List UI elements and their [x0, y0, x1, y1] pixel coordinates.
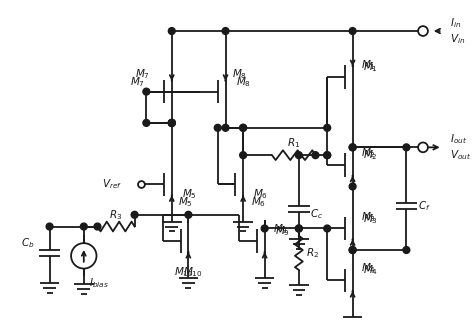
Circle shape	[403, 144, 410, 151]
Text: $M_6$: $M_6$	[253, 188, 268, 201]
Circle shape	[312, 152, 319, 159]
Circle shape	[222, 124, 229, 131]
Text: $R_3$: $R_3$	[109, 208, 123, 222]
Text: $V_{in}$: $V_{in}$	[450, 32, 465, 46]
Circle shape	[138, 181, 145, 188]
Text: $M_7$: $M_7$	[135, 67, 150, 81]
Circle shape	[349, 247, 356, 254]
Circle shape	[168, 120, 175, 126]
Text: $R_1$: $R_1$	[287, 136, 301, 150]
Text: $V_{out}$: $V_{out}$	[450, 148, 472, 162]
Circle shape	[295, 152, 302, 159]
Text: $M_5$: $M_5$	[182, 188, 197, 201]
Circle shape	[324, 152, 331, 159]
Circle shape	[240, 124, 246, 131]
Text: $C_b$: $C_b$	[21, 236, 35, 250]
Text: $M_3$: $M_3$	[361, 210, 376, 224]
Circle shape	[94, 223, 101, 230]
Circle shape	[349, 247, 356, 254]
Text: $I_{out}$: $I_{out}$	[450, 133, 467, 147]
Circle shape	[168, 120, 175, 126]
Circle shape	[349, 28, 356, 34]
Text: $M_3$: $M_3$	[363, 212, 378, 226]
Circle shape	[143, 120, 150, 126]
Text: $M_6$: $M_6$	[251, 195, 266, 209]
Text: $V_{ref}$: $V_{ref}$	[102, 177, 122, 191]
Circle shape	[295, 225, 302, 232]
Circle shape	[46, 223, 53, 230]
Circle shape	[185, 211, 192, 218]
Circle shape	[261, 225, 268, 232]
Circle shape	[324, 152, 331, 159]
Text: $M_2$: $M_2$	[363, 148, 378, 162]
Circle shape	[81, 223, 87, 230]
Text: $M_5$: $M_5$	[178, 195, 193, 209]
Circle shape	[349, 144, 356, 151]
Circle shape	[403, 247, 410, 254]
Circle shape	[143, 88, 150, 95]
Text: $M_4$: $M_4$	[363, 264, 378, 278]
Text: $M_8$: $M_8$	[236, 75, 251, 89]
Text: $M_8$: $M_8$	[232, 67, 247, 81]
Circle shape	[324, 225, 331, 232]
Circle shape	[418, 26, 428, 36]
Text: $C_c$: $C_c$	[310, 207, 323, 221]
Text: $M_9$: $M_9$	[275, 225, 290, 238]
Circle shape	[349, 144, 356, 151]
Text: $R_2$: $R_2$	[306, 246, 319, 260]
Text: $M_1$: $M_1$	[361, 58, 376, 72]
Text: $I_{in}$: $I_{in}$	[450, 16, 462, 30]
Circle shape	[295, 225, 302, 232]
Circle shape	[324, 124, 331, 131]
Text: $C_f$: $C_f$	[418, 199, 430, 213]
Circle shape	[222, 28, 229, 34]
Circle shape	[168, 120, 175, 126]
Text: $M_9$: $M_9$	[273, 223, 288, 236]
Circle shape	[240, 152, 246, 159]
Circle shape	[214, 124, 221, 131]
Text: $M_{10}$: $M_{10}$	[183, 266, 203, 280]
Text: $I_{bias}$: $I_{bias}$	[89, 276, 109, 290]
Circle shape	[349, 183, 356, 190]
Circle shape	[131, 211, 138, 218]
Circle shape	[168, 28, 175, 34]
Text: $M_1$: $M_1$	[363, 60, 378, 74]
Text: $M_{10}$: $M_{10}$	[173, 266, 193, 280]
Circle shape	[240, 124, 246, 131]
Text: $M_4$: $M_4$	[361, 262, 376, 276]
Text: $M_7$: $M_7$	[130, 75, 145, 89]
Text: $M_2$: $M_2$	[361, 146, 376, 160]
Circle shape	[168, 120, 175, 126]
Circle shape	[418, 142, 428, 152]
